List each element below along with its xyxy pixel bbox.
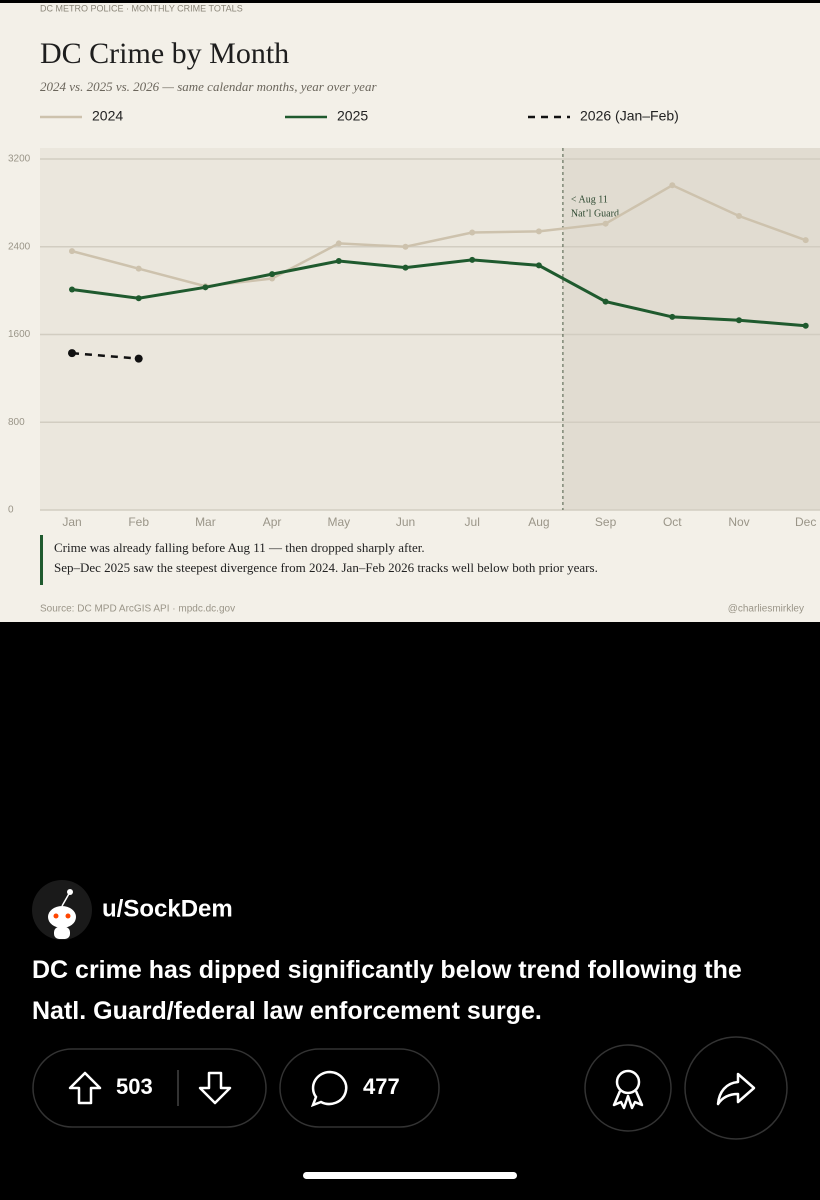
post-ui: u/SockDem 503 477	[32, 880, 788, 1179]
data-point	[736, 213, 742, 220]
data-point	[335, 240, 342, 247]
vote-pill	[32, 1048, 267, 1128]
data-point	[402, 243, 409, 250]
data-point	[602, 298, 609, 305]
comment-icon	[310, 1070, 348, 1108]
comment-count: 477	[363, 1074, 400, 1099]
x-tick-label: Jan	[62, 515, 81, 529]
x-tick-label: Jul	[465, 515, 480, 529]
y-tick-label: 0	[8, 505, 14, 516]
data-point	[802, 322, 809, 329]
note: Crime was already falling before Aug 11 …	[54, 540, 425, 555]
data-point	[469, 256, 476, 263]
data-point	[68, 349, 76, 358]
data-point	[602, 220, 609, 227]
data-point	[469, 229, 476, 236]
award-ribbon	[612, 1090, 644, 1110]
chart-subtitle: 2024 vs. 2025 vs. 2026 — same calendar m…	[40, 79, 377, 94]
post-title[interactable]: DC crime has dipped significantly below …	[32, 956, 742, 1025]
data-point	[134, 354, 143, 363]
note-bar	[40, 535, 43, 585]
x-tick-label: Nov	[728, 515, 749, 529]
note: Sep–Dec 2025 saw the steepest divergence…	[54, 560, 598, 575]
data-point	[269, 271, 276, 278]
award-button[interactable]	[584, 1044, 672, 1132]
x-tick-label: Dec	[795, 515, 816, 529]
legend-label: 2024	[92, 108, 123, 124]
series-line	[71, 183, 807, 288]
annotation-text: < Aug 11	[571, 194, 608, 205]
username[interactable]: u/SockDem	[102, 895, 233, 922]
share-icon	[716, 1072, 756, 1106]
series-line	[71, 351, 139, 360]
shade-region	[562, 148, 820, 510]
data-point	[535, 228, 542, 235]
legend-label: 2025	[337, 108, 368, 124]
comment-pill[interactable]	[279, 1048, 440, 1128]
data-point	[669, 182, 676, 189]
y-tick-label: 1600	[8, 329, 31, 340]
data-point	[269, 275, 276, 282]
downvote[interactable]	[198, 1071, 232, 1105]
data-point	[402, 264, 409, 271]
x-tick-label: Jun	[396, 515, 415, 529]
source: Source: DC MPD ArcGIS API · mpdc.dc.gov	[40, 604, 235, 615]
x-tick-label: Aug	[528, 515, 549, 529]
y-tick-label: 800	[8, 417, 25, 428]
data-point	[69, 248, 75, 255]
data-point	[135, 265, 142, 272]
data-point	[736, 317, 742, 324]
data-point	[669, 313, 676, 320]
y-tick-label: 3200	[8, 154, 31, 165]
home-indicator	[303, 1172, 517, 1179]
upvote[interactable]	[68, 1071, 102, 1105]
data-point	[202, 284, 209, 291]
x-tick-label: Sep	[595, 515, 617, 529]
vote-count: 503	[116, 1074, 153, 1099]
data-point	[802, 237, 809, 244]
annotation-text: Nat’l Guard	[571, 208, 619, 219]
share-button[interactable]	[684, 1036, 788, 1140]
credit: @charliesmirkley	[728, 604, 804, 615]
data-point	[535, 262, 542, 269]
x-tick-label: Oct	[663, 515, 682, 529]
x-tick-label: May	[327, 515, 350, 529]
y-tick-label: 2400	[8, 241, 31, 252]
chart: DC METRO POLICE · MONTHLY CRIME TOTALS D…	[0, 0, 820, 622]
legend-label: 2026 (Jan–Feb)	[580, 108, 679, 124]
avatar[interactable]	[32, 880, 92, 940]
x-tick-label: Mar	[195, 515, 216, 529]
data-point	[69, 286, 75, 293]
series-line	[71, 258, 806, 328]
chart-title: DC Crime by Month	[40, 37, 289, 70]
chart-header: DC METRO POLICE · MONTHLY CRIME TOTALS	[40, 3, 243, 13]
award-icon	[615, 1069, 641, 1095]
data-point	[335, 257, 342, 264]
x-tick-label: Feb	[128, 515, 149, 529]
top-edge	[0, 0, 820, 3]
x-tick-label: Apr	[263, 515, 282, 529]
data-point	[135, 295, 142, 302]
